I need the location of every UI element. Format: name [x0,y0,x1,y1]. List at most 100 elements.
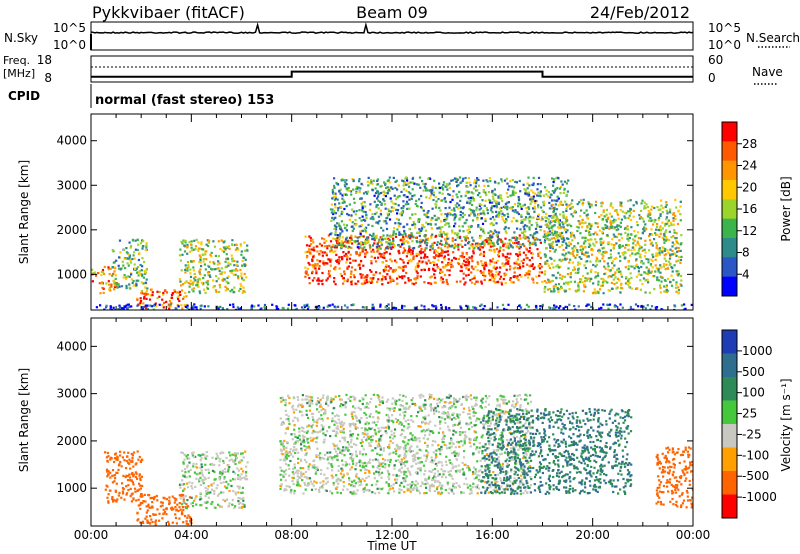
power-echo [500,283,503,286]
power-echo [394,232,398,235]
power-echo [595,263,598,266]
power-echo [540,218,543,221]
velocity-echo [515,435,519,438]
power-echo [145,268,148,271]
power-echo [515,238,518,241]
power-echo [664,253,667,256]
power-echo [459,243,462,246]
power-echo [122,307,125,310]
power-echo [349,261,352,264]
power-echo [339,192,342,195]
power-echo [585,209,588,212]
power-echo [240,250,243,253]
power-echo [551,242,554,245]
power-echo [329,240,333,243]
power-echo [493,200,496,203]
power-echo [516,253,519,256]
velocity-echo [186,464,189,467]
power-echo [586,255,589,258]
power-echo [582,274,585,278]
power-echo [449,213,452,216]
velocity-echo [186,454,189,457]
power-echo [475,307,478,310]
velocity-echo [246,461,249,464]
power-echo [455,180,458,183]
velocity-echo [186,482,189,485]
power-echo [387,208,390,211]
power-echo [626,281,629,284]
power-echo [263,306,266,309]
power-echo [588,242,591,245]
velocity-echo [245,470,248,474]
power-echo [673,231,676,234]
velocity-echo [105,456,108,459]
power-echo [448,225,451,228]
velocity-echo [218,505,221,508]
power-echo [493,248,496,251]
power-echo [519,190,522,193]
power-echo [396,188,399,191]
power-echo [415,240,418,243]
velocity-echo [236,477,240,480]
power-echo [606,225,609,228]
velocity-echo [148,506,151,509]
power-echo [541,280,544,283]
power-echo [226,308,229,310]
velocity-echo [188,475,191,478]
power-echo [417,253,420,256]
power-echo [371,182,374,185]
velocity-echo [217,503,220,506]
velocity-echo [363,406,367,409]
power-echo [561,258,564,261]
power-echo [356,246,359,249]
power-echo [600,277,603,280]
power-echo [132,254,135,257]
power-echo [675,241,678,244]
power-echo [393,269,397,273]
power-echo [333,246,336,249]
velocity-echo [189,502,193,505]
power-echo [134,239,137,242]
power-echo [577,284,580,287]
power-echo [648,291,651,294]
power-echo [194,276,197,279]
power-echo [233,269,236,272]
power-echo [313,264,316,267]
power-echo [453,256,456,259]
velocity-echo [120,465,123,468]
power-echo [555,240,558,243]
power-echo [439,268,442,271]
velocity-echo [245,465,248,468]
power-echo [165,291,169,294]
power-echo [565,194,569,197]
velocity-echo [331,412,334,415]
power-echo [145,290,148,293]
power-echo [378,245,381,248]
power-echo [455,257,458,260]
power-echo [588,280,592,283]
power-echo [628,282,631,285]
power-echo [207,274,210,277]
power-echo [465,260,468,264]
velocity-echo [144,517,147,520]
velocity-echo [234,493,237,496]
power-echo [539,195,542,198]
power-echo [511,179,514,182]
velocity-echo [218,464,221,467]
power-echo [342,244,346,248]
power-echo [665,263,668,266]
power-echo [662,265,665,268]
power-echo [202,258,205,261]
power-echo [575,290,578,293]
power-echo [556,187,559,190]
power-echo [544,260,547,264]
power-echo [412,236,415,239]
power-echo [141,274,144,278]
velocity-echo [186,486,190,489]
power-echo [539,256,542,259]
power-echo [206,283,209,286]
power-echo [556,195,559,198]
power-echo [425,189,428,192]
power-echo [568,261,571,264]
velocity-echo [154,523,157,526]
